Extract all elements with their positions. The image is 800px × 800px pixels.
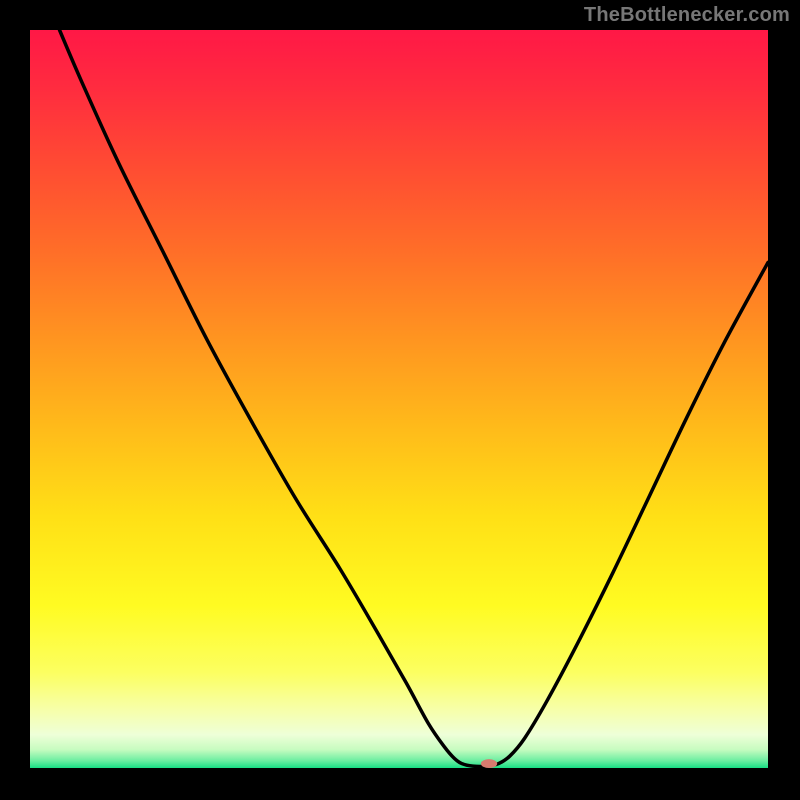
chart-canvas: TheBottlenecker.com xyxy=(0,0,800,800)
watermark-text: TheBottlenecker.com xyxy=(584,4,790,27)
minimum-marker xyxy=(481,759,497,768)
plot-area xyxy=(30,30,768,768)
chart-svg xyxy=(0,0,800,800)
